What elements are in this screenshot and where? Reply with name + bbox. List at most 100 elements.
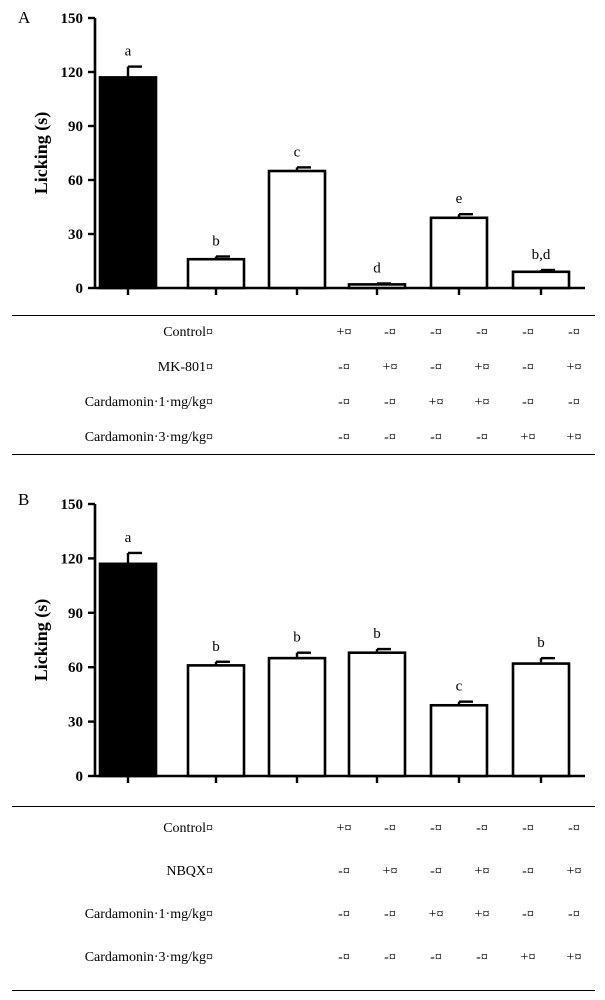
table-cell: +¤ (428, 907, 444, 922)
table-cell: -¤ (338, 864, 350, 879)
bar-2 (186, 257, 246, 290)
table-cell: +¤ (382, 360, 398, 375)
bar-5 (429, 703, 489, 778)
table-cell: +¤ (566, 430, 582, 445)
table-cell: -¤ (522, 864, 534, 879)
bar-6 (511, 270, 571, 290)
table-cell: -¤ (338, 907, 350, 922)
table-cell: -¤ (384, 821, 396, 836)
row-label: MK-801¤ (157, 360, 213, 375)
table-cell: +¤ (566, 950, 582, 965)
table-cell: +¤ (520, 430, 536, 445)
table-cell: +¤ (336, 325, 352, 340)
y-tick-label: 90 (68, 606, 83, 622)
y-tick-label: 120 (61, 65, 84, 81)
bar-3 (267, 656, 327, 778)
table-cell: -¤ (476, 430, 488, 445)
table-cell: -¤ (430, 864, 442, 879)
table-cell: +¤ (566, 360, 582, 375)
table-cell: -¤ (476, 950, 488, 965)
table-cell: -¤ (430, 821, 442, 836)
bar-6 (511, 662, 571, 778)
table-cell: -¤ (522, 325, 534, 340)
chart-panel-b: B 0 30 60 90 120 150 Licking (s) a b b b c b Control… (0, 490, 605, 1000)
significance-label: b,d (532, 247, 551, 263)
row-label: Control¤ (163, 325, 213, 340)
table-cell: -¤ (338, 360, 350, 375)
table-cell: -¤ (384, 907, 396, 922)
table-cell: -¤ (384, 395, 396, 410)
table-cell: -¤ (568, 325, 580, 340)
table-row: Cardamonin·1·mg/kg¤ -¤ -¤ +¤ +¤ -¤ -¤ (0, 395, 605, 417)
bar-3 (267, 169, 327, 290)
significance-label: c (294, 144, 301, 160)
panel-letter-a: A (18, 8, 31, 27)
table-cell: -¤ (430, 325, 442, 340)
table-cell: +¤ (474, 360, 490, 375)
bar-5 (429, 216, 489, 290)
table-cell: -¤ (522, 821, 534, 836)
significance-label: b (373, 626, 381, 642)
table-bottom-rule-a (12, 454, 595, 455)
y-tick-label: 90 (68, 119, 83, 135)
row-label: Cardamonin·3·mg/kg¤ (84, 430, 213, 445)
row-label: Cardamonin·1·mg/kg¤ (84, 395, 213, 410)
panel-letter-b: B (18, 490, 30, 509)
table-cell: -¤ (568, 907, 580, 922)
bar-chart-a: 0 30 60 90 120 150 Licking (s) a b c d e b,d (31, 11, 585, 297)
y-tick-label: 150 (61, 11, 84, 27)
y-tick-label: 0 (76, 769, 84, 785)
significance-label: b (212, 639, 220, 655)
row-label: Cardamonin·1·mg/kg¤ (84, 907, 213, 922)
bar-4 (347, 283, 407, 290)
table-row: Cardamonin·3·mg/kg¤ -¤ -¤ -¤ -¤ +¤ +¤ (0, 430, 605, 452)
bar-2 (186, 664, 246, 778)
table-cell: -¤ (384, 430, 396, 445)
significance-label: b (212, 234, 220, 250)
table-cell: -¤ (338, 430, 350, 445)
table-row: Cardamonin·3·mg/kg¤ -¤ -¤ -¤ -¤ +¤ +¤ (0, 950, 605, 972)
significance-label: d (373, 261, 381, 277)
table-cell: -¤ (430, 950, 442, 965)
y-tick-label: 60 (68, 660, 83, 676)
table-row: Cardamonin·1·mg/kg¤ -¤ -¤ +¤ +¤ -¤ -¤ (0, 907, 605, 929)
table-cell: -¤ (384, 325, 396, 340)
table-cell: -¤ (476, 325, 488, 340)
table-row: Control¤ +¤ -¤ -¤ -¤ -¤ -¤ (0, 325, 605, 347)
y-tick-label: 0 (76, 281, 84, 297)
significance-label: a (125, 530, 132, 546)
table-cell: +¤ (474, 907, 490, 922)
table-cell: +¤ (336, 821, 352, 836)
y-tick-label: 120 (61, 551, 84, 567)
y-tick-label: 60 (68, 173, 83, 189)
table-cell: -¤ (568, 821, 580, 836)
y-tick-label: 30 (68, 715, 83, 731)
row-label: NBQX¤ (166, 864, 213, 879)
table-cell: +¤ (520, 950, 536, 965)
table-cell: -¤ (430, 430, 442, 445)
significance-label: e (456, 191, 463, 207)
bar-chart-b: 0 30 60 90 120 150 Licking (s) a b b b c b (31, 497, 585, 785)
table-cell: +¤ (428, 395, 444, 410)
table-cell: -¤ (522, 395, 534, 410)
table-row: Control¤ +¤ -¤ -¤ -¤ -¤ -¤ (0, 821, 605, 843)
table-cell: -¤ (522, 907, 534, 922)
significance-label: a (125, 44, 132, 60)
bar-1 (98, 76, 158, 290)
table-cell: +¤ (382, 864, 398, 879)
table-cell: -¤ (384, 950, 396, 965)
table-top-rule-b (12, 806, 595, 807)
row-label: Control¤ (163, 821, 213, 836)
table-cell: +¤ (474, 864, 490, 879)
significance-label: c (456, 679, 463, 695)
table-cell: -¤ (430, 360, 442, 375)
y-tick-label: 150 (61, 497, 84, 513)
y-tick-label: 30 (68, 227, 83, 243)
y-axis-label: Licking (s) (31, 112, 52, 195)
bar-1 (98, 562, 158, 778)
table-cell: -¤ (568, 395, 580, 410)
row-label: Cardamonin·3·mg/kg¤ (84, 950, 213, 965)
bar-4 (347, 651, 407, 778)
significance-label: b (293, 630, 301, 646)
significance-label: b (537, 635, 545, 651)
